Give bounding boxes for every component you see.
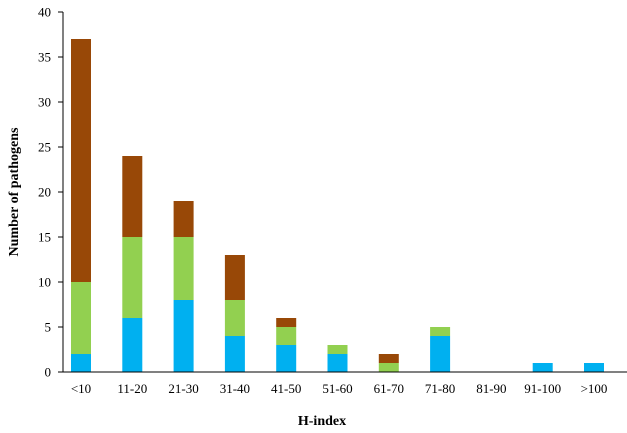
bar-segment-series-1 xyxy=(532,363,553,372)
bar-segment-series-1 xyxy=(584,363,604,372)
bar-segment-series-2 xyxy=(276,327,297,345)
bar-segment-series-1 xyxy=(71,354,91,372)
bar-segment-series-1 xyxy=(224,336,245,372)
bar-segment-series-2 xyxy=(173,237,194,300)
x-tick-label: 61-70 xyxy=(374,381,404,396)
x-tick-label: >100 xyxy=(581,381,608,396)
bar-segment-series-3 xyxy=(71,39,91,282)
y-axis-title: Number of pathogens xyxy=(7,127,22,256)
x-tick-label: 71-80 xyxy=(425,381,455,396)
x-tick-label: <10 xyxy=(71,381,91,396)
y-tick-label: 25 xyxy=(38,140,51,155)
x-tick-label: 81-90 xyxy=(476,381,506,396)
y-axis-ticks: 0 5 10 15 20 25 30 35 40 xyxy=(38,5,63,380)
bar-segment-series-3 xyxy=(276,318,297,327)
x-tick-label: 21-30 xyxy=(168,381,198,396)
bar-segment-series-2 xyxy=(327,345,348,354)
bar-segment-series-2 xyxy=(122,237,143,318)
bar-segment-series-1 xyxy=(276,345,297,372)
y-tick-label: 40 xyxy=(38,5,51,20)
y-tick-label: 20 xyxy=(38,185,51,200)
bar-segment-series-2 xyxy=(378,363,399,372)
y-tick-label: 0 xyxy=(45,365,52,380)
bar-segment-series-3 xyxy=(173,201,194,237)
x-tick-label: 41-50 xyxy=(271,381,301,396)
x-tick-label: 51-60 xyxy=(322,381,352,396)
y-tick-label: 10 xyxy=(38,275,51,290)
bar-segment-series-2 xyxy=(71,282,91,354)
y-tick-label: 15 xyxy=(38,230,51,245)
bar-segment-series-1 xyxy=(122,318,143,372)
bar-segment-series-3 xyxy=(224,255,245,300)
x-tick-label: 31-40 xyxy=(220,381,250,396)
y-tick-label: 30 xyxy=(38,95,51,110)
x-axis-title: H-index xyxy=(298,414,346,429)
bar-segment-series-3 xyxy=(122,156,143,237)
bar-segment-series-1 xyxy=(173,300,194,372)
bars-layer xyxy=(71,39,604,372)
bar-segment-series-2 xyxy=(224,300,245,336)
y-tick-label: 5 xyxy=(45,320,52,335)
y-tick-label: 35 xyxy=(38,50,51,65)
bar-segment-series-1 xyxy=(430,336,451,372)
bar-segment-series-2 xyxy=(430,327,451,336)
bar-segment-series-3 xyxy=(378,354,399,363)
x-tick-label: 91-100 xyxy=(524,381,561,396)
x-axis-ticks: <10 11-20 21-30 31-40 41-50 51-60 61-70 71-80 81… xyxy=(71,381,608,396)
x-tick-label: 11-20 xyxy=(117,381,147,396)
bar-segment-series-1 xyxy=(327,354,348,372)
